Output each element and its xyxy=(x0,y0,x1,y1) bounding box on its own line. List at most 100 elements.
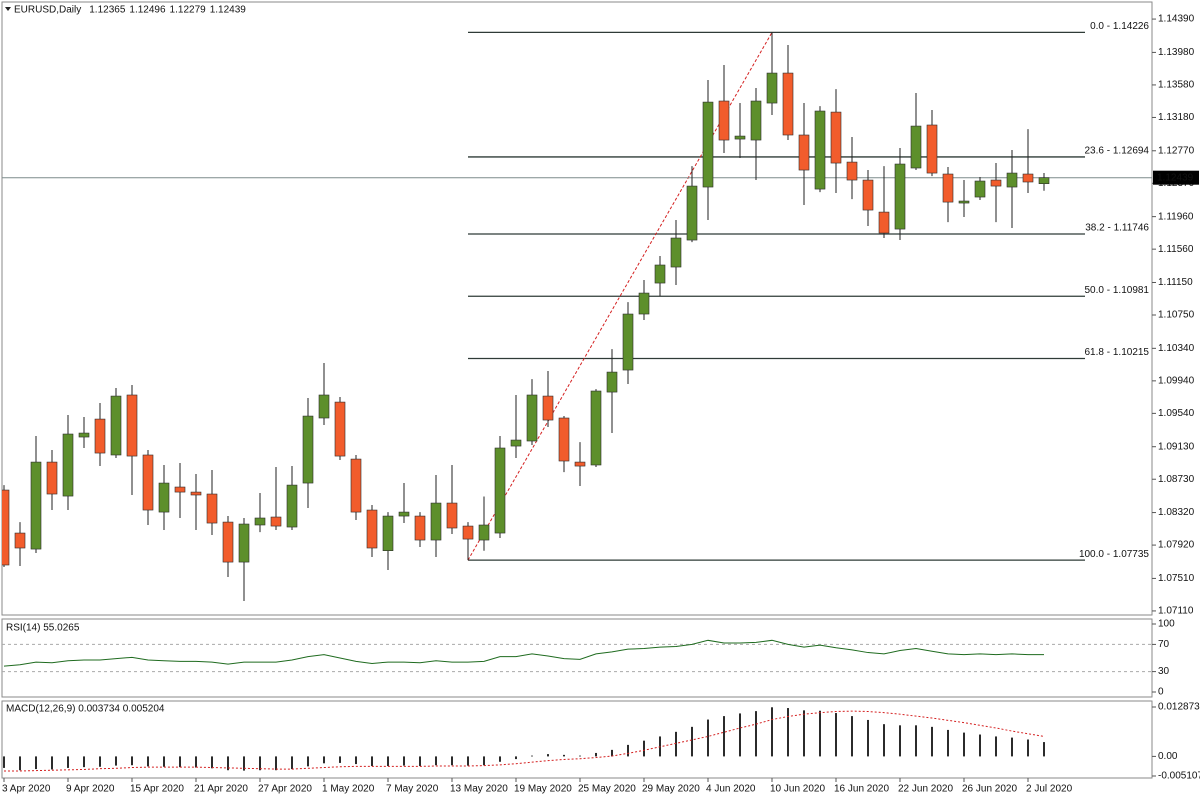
macd-bar xyxy=(739,713,741,757)
fib-label: 100.0 - 1.07735 xyxy=(1079,549,1149,560)
macd-bar xyxy=(51,756,53,770)
macd-bar xyxy=(19,756,21,771)
macd-plot xyxy=(3,707,1045,772)
rsi-panel xyxy=(1,618,1153,698)
candle-body xyxy=(654,264,666,284)
y-tick-label: 1.11560 xyxy=(1158,244,1194,255)
candle-body xyxy=(638,292,650,315)
candle-body xyxy=(1006,172,1018,188)
candle-body xyxy=(206,493,218,524)
x-tick-label: 16 Jun 2020 xyxy=(834,784,889,795)
y-tick-label: 1.12770 xyxy=(1158,145,1195,156)
macd-bar xyxy=(979,734,981,757)
candle-body xyxy=(190,491,202,496)
y-tick-label: 30 xyxy=(1158,666,1170,677)
y-tick-label: 1.13580 xyxy=(1158,80,1195,91)
macd-bar xyxy=(627,744,629,757)
candle-body xyxy=(366,509,378,549)
candle-body xyxy=(942,173,954,203)
menu-arrow xyxy=(5,7,11,11)
macd-bar xyxy=(323,756,325,764)
macd-bar xyxy=(259,756,261,771)
signal-line xyxy=(4,710,1045,772)
y-tick-label: 1.13180 xyxy=(1158,112,1195,123)
rsi-line xyxy=(3,639,1045,667)
macd-bar xyxy=(771,707,773,757)
y-tick-label: 1.10340 xyxy=(1158,343,1195,354)
y-tick-label: 1.09540 xyxy=(1158,408,1195,419)
y-tick-label: 1.13980 xyxy=(1158,47,1195,58)
y-tick-label: 1.07510 xyxy=(1158,573,1195,584)
x-tick-label: 7 May 2020 xyxy=(386,784,439,795)
x-tick-label: 25 May 2020 xyxy=(578,784,636,795)
candle-body xyxy=(30,461,42,550)
current-price-label: 1.12439 xyxy=(1157,172,1194,183)
candle-body xyxy=(798,134,810,171)
candle-body xyxy=(926,124,938,174)
candle-body xyxy=(286,484,298,528)
y-tick-label: 1.14390 xyxy=(1158,14,1195,25)
y-tick-label: 100 xyxy=(1158,619,1175,630)
macd-bar xyxy=(867,719,869,757)
candle-body xyxy=(590,390,602,466)
candle-body xyxy=(750,100,762,141)
macd-bar xyxy=(723,716,725,757)
candle-body xyxy=(46,461,58,495)
x-tick-label: 1 May 2020 xyxy=(322,784,375,795)
candle-body xyxy=(142,454,154,511)
y-tick-label: 1.07920 xyxy=(1158,540,1195,551)
x-tick-label: 22 Jun 2020 xyxy=(898,784,953,795)
candle-body xyxy=(1022,173,1034,183)
candle-body xyxy=(398,511,410,517)
y-tick-label: -0.005107 xyxy=(1158,771,1200,782)
x-tick-label: 21 Apr 2020 xyxy=(194,784,248,795)
macd-bar xyxy=(355,756,357,765)
main-panel xyxy=(1,1,1153,616)
candle-body xyxy=(686,185,698,241)
macd-bar xyxy=(819,710,821,757)
macd-bar xyxy=(851,716,853,757)
chart-title: EURUSD,Daily xyxy=(14,5,81,16)
y-tick-label: 1.11960 xyxy=(1158,211,1194,222)
candle-body xyxy=(670,237,682,268)
candle-body xyxy=(526,394,538,442)
title-value: 1.12279 xyxy=(170,5,207,16)
macd-bar xyxy=(675,731,677,757)
y-tick-label: 70 xyxy=(1158,639,1170,650)
indicator-title: MACD(12,26,9) 0.003734 0.005204 xyxy=(6,704,165,715)
candle-body xyxy=(734,135,746,140)
macd-bar xyxy=(515,756,517,760)
macd-bar xyxy=(371,756,373,766)
y-tick-label: 1.08730 xyxy=(1158,474,1195,485)
macd-bar xyxy=(547,754,549,757)
macd-bar xyxy=(291,756,293,770)
macd-bar xyxy=(691,726,693,757)
x-tick-label: 26 Jun 2020 xyxy=(962,784,1017,795)
candle-body xyxy=(270,516,282,527)
x-tick-label: 9 Apr 2020 xyxy=(66,784,115,795)
macd-bar xyxy=(595,752,597,757)
candle-body xyxy=(974,180,986,198)
x-tick-label: 3 Apr 2020 xyxy=(2,784,51,795)
candle-body xyxy=(222,521,234,563)
candle-body xyxy=(894,163,906,230)
macd-bar xyxy=(99,756,101,767)
candle-body xyxy=(430,502,442,541)
macd-panel xyxy=(1,700,1153,779)
candle-body xyxy=(574,461,586,467)
candle-body xyxy=(78,432,90,438)
y-tick-label: 1.07110 xyxy=(1158,606,1194,617)
macd-bar xyxy=(899,725,901,757)
macd-bar xyxy=(419,756,421,766)
macd-bar xyxy=(163,756,165,767)
fib-label: 23.6 - 1.12694 xyxy=(1085,146,1150,157)
candle-body xyxy=(302,415,314,484)
candle-body xyxy=(446,502,458,529)
candle-body xyxy=(110,395,122,456)
macd-bar xyxy=(195,756,197,768)
candle-body xyxy=(174,486,186,493)
current-price-box xyxy=(1153,170,1199,185)
x-tick-label: 4 Jun 2020 xyxy=(706,784,756,795)
macd-bar xyxy=(243,756,245,771)
candle-body xyxy=(414,515,426,541)
